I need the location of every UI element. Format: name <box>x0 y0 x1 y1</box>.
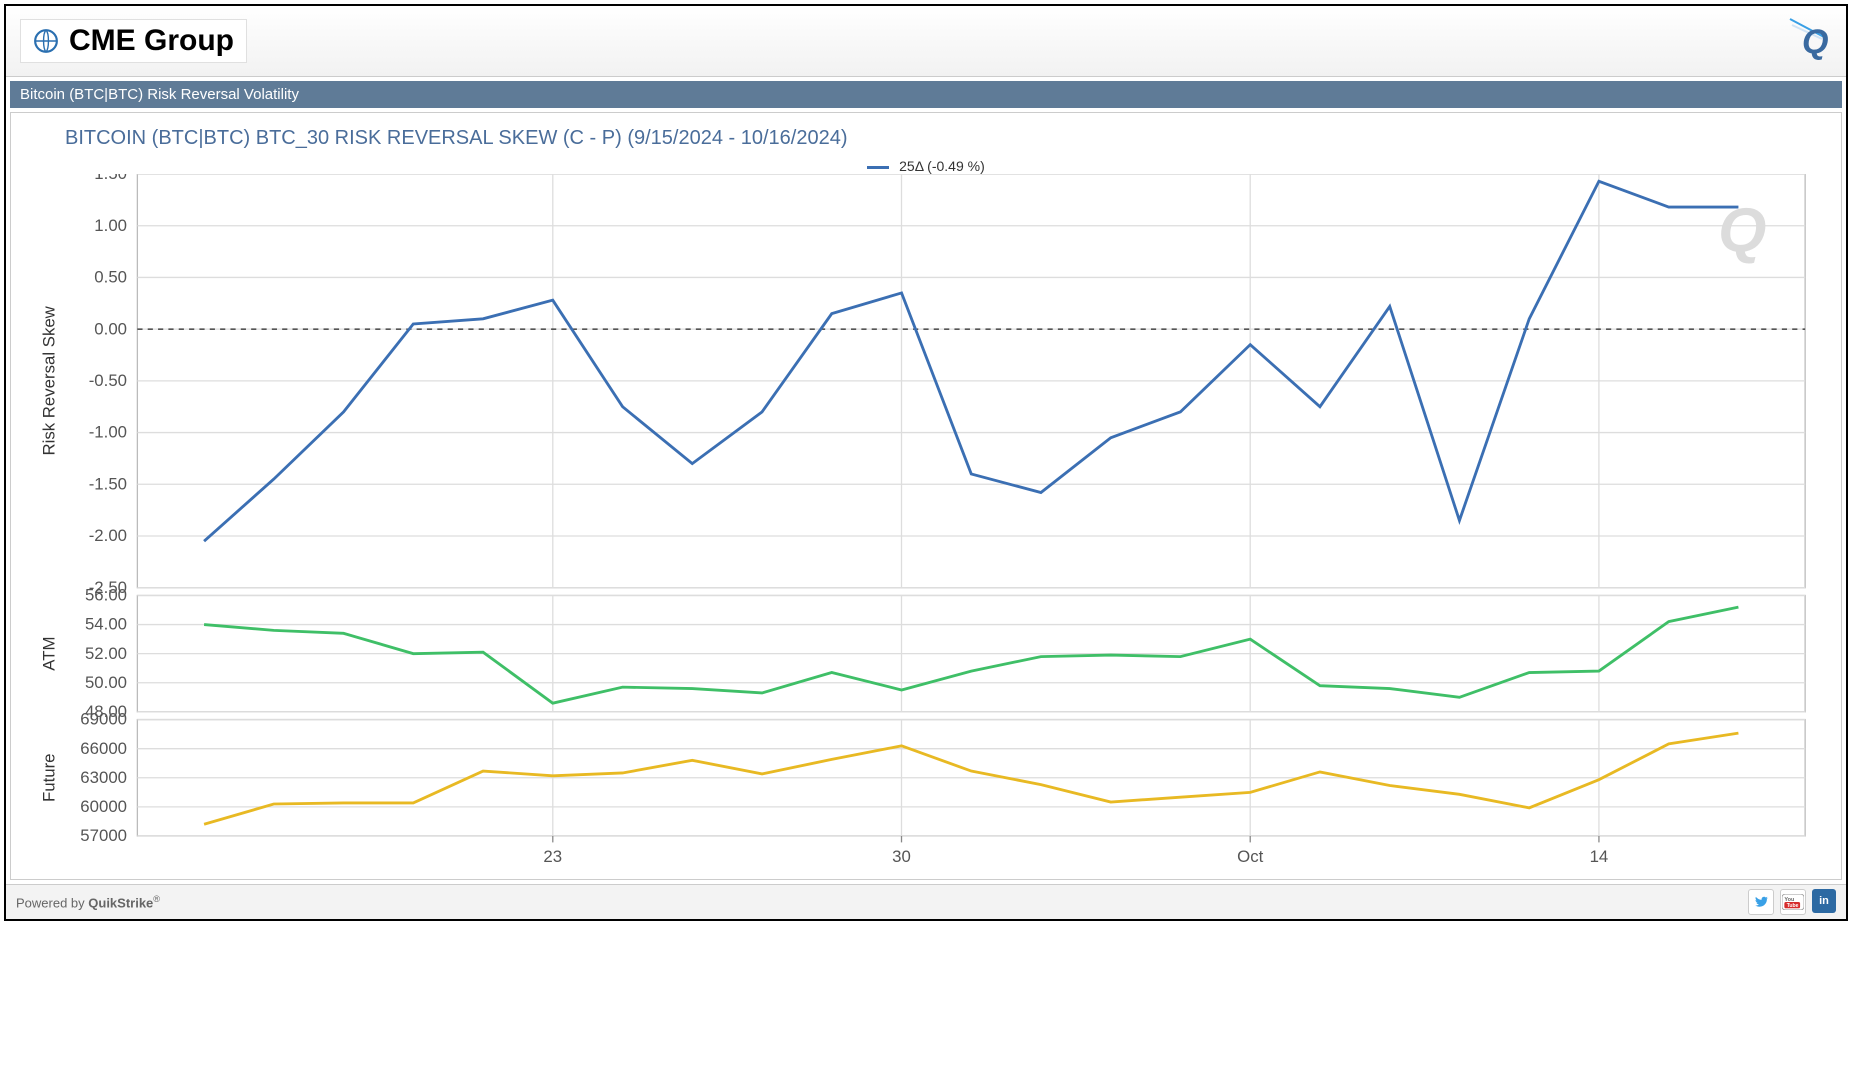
svg-text:ATM: ATM <box>40 637 59 671</box>
youtube-icon[interactable]: YouTube <box>1780 889 1806 915</box>
svg-text:56.00: 56.00 <box>85 586 127 605</box>
twitter-icon[interactable] <box>1748 889 1774 915</box>
svg-text:Risk Reversal Skew: Risk Reversal Skew <box>40 305 59 455</box>
legend-label: 25Δ (-0.49 %) <box>899 158 985 174</box>
svg-text:-1.50: -1.50 <box>89 474 127 493</box>
svg-text:23: 23 <box>543 847 562 866</box>
section-title-bar: Bitcoin (BTC|BTC) Risk Reversal Volatili… <box>10 81 1842 108</box>
svg-text:0.00: 0.00 <box>94 319 127 338</box>
svg-text:57000: 57000 <box>80 826 127 845</box>
brand-text: CME Group <box>69 24 234 58</box>
svg-text:-1.00: -1.00 <box>89 423 127 442</box>
svg-text:66000: 66000 <box>80 739 127 758</box>
powered-by: Powered by QuikStrike® <box>16 894 160 910</box>
powered-prefix: Powered by <box>16 895 88 910</box>
section-title-text: Bitcoin (BTC|BTC) Risk Reversal Volatili… <box>20 86 299 103</box>
linkedin-icon[interactable]: in <box>1812 889 1836 913</box>
brand-block: CME Group <box>20 19 247 63</box>
chart-svg: 1.501.000.500.00-0.50-1.00-1.50-2.00-2.5… <box>21 174 1831 875</box>
chart-legend: 25Δ (-0.49 %) <box>21 158 1831 174</box>
social-icons: YouTube in <box>1748 889 1836 915</box>
chart-title: BITCOIN (BTC|BTC) BTC_30 RISK REVERSAL S… <box>21 123 1831 158</box>
top-bar: CME Group Q <box>6 6 1846 77</box>
svg-text:0.50: 0.50 <box>94 268 127 287</box>
svg-text:30: 30 <box>892 847 911 866</box>
svg-text:52.00: 52.00 <box>85 644 127 663</box>
powered-suffix: ® <box>153 894 160 904</box>
svg-text:60000: 60000 <box>80 797 127 816</box>
svg-text:1.00: 1.00 <box>94 216 127 235</box>
powered-brand: QuikStrike <box>88 895 153 910</box>
legend-swatch <box>867 166 889 169</box>
svg-text:Q: Q <box>1802 23 1828 61</box>
app-frame: CME Group Q Bitcoin (BTC|BTC) Risk Rever… <box>4 4 1848 921</box>
svg-text:50.00: 50.00 <box>85 673 127 692</box>
svg-text:54.00: 54.00 <box>85 615 127 634</box>
globe-icon <box>33 28 59 54</box>
svg-text:-2.00: -2.00 <box>89 526 127 545</box>
svg-text:69000: 69000 <box>80 710 127 729</box>
svg-text:-0.50: -0.50 <box>89 371 127 390</box>
svg-text:63000: 63000 <box>80 768 127 787</box>
q-logo-icon: Q <box>1784 13 1832 70</box>
svg-text:Q: Q <box>1718 197 1766 266</box>
svg-text:Tube: Tube <box>1787 903 1799 909</box>
svg-text:1.50: 1.50 <box>94 174 127 183</box>
chart-panel: BITCOIN (BTC|BTC) BTC_30 RISK REVERSAL S… <box>10 112 1842 880</box>
svg-text:Oct: Oct <box>1237 847 1263 866</box>
svg-text:Future: Future <box>40 753 59 802</box>
svg-text:14: 14 <box>1590 847 1609 866</box>
footer-bar: Powered by QuikStrike® YouTube in <box>6 884 1846 919</box>
